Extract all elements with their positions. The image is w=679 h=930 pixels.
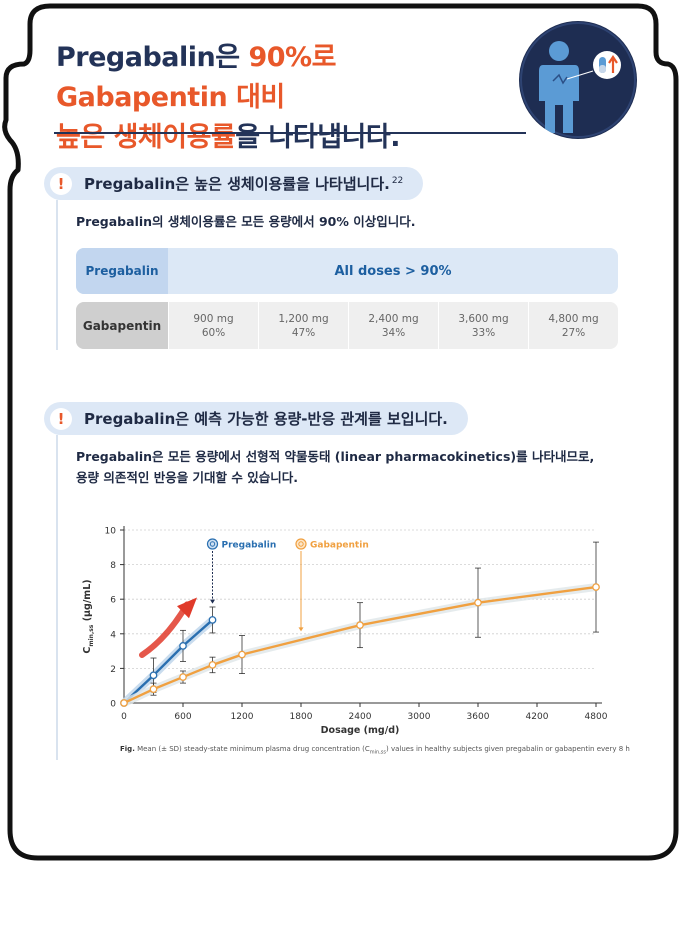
row-value: All doses > 90% <box>334 263 452 279</box>
table-row-gabapentin: Gabapentin 900 mg 60% 1,200 mg 47% 2,400 m… <box>76 302 618 349</box>
legend-pointer-head <box>210 599 215 604</box>
page-title: Pregabalin은 90%로 Gabapentin 대비 높은 생체이용률을… <box>56 38 516 158</box>
title-part: Pregabalin은 <box>56 42 249 73</box>
trend-arrow-icon <box>139 597 197 658</box>
exclamation-icon: ! <box>50 407 72 430</box>
description-text: 를 나타내므로, <box>516 449 595 464</box>
y-axis-label-sub: min,ss <box>88 624 95 646</box>
percent-text: 60% <box>201 326 226 339</box>
data-point <box>149 671 158 680</box>
y-tick-label: 6 <box>110 596 116 606</box>
legend-marker <box>206 538 219 550</box>
x-tick-label: 4200 <box>526 712 549 722</box>
data-point <box>120 699 128 707</box>
x-tick-label: 3600 <box>467 712 490 722</box>
exclamation-icon: ! <box>50 172 72 195</box>
y-axis-label: Cmin,ss (μg/mL) <box>82 579 95 653</box>
data-point <box>474 598 482 607</box>
title-part: 을 나타냅니다. <box>235 122 400 153</box>
table-cell: 900 mg 60% <box>168 302 258 349</box>
x-tick-label: 2400 <box>349 712 372 722</box>
y-tick-label: 2 <box>110 665 116 675</box>
legend-label: Gabapentin <box>310 541 369 551</box>
caption-label: Fig. <box>120 745 135 753</box>
dose-text: 900 mg <box>193 312 234 325</box>
caption-subscript: min,ss <box>369 749 387 756</box>
legend-marker <box>209 541 216 547</box>
dose-text: 2,400 mg <box>368 312 419 325</box>
section-dose-response-heading: ! Pregabalin은 예측 가능한 용량-반응 관계를 보입니다. <box>44 402 468 435</box>
y-axis-label-unit: (μg/mL) <box>82 579 93 624</box>
x-tick-label: 0 <box>121 712 127 722</box>
y-tick-label: 8 <box>110 561 116 571</box>
x-tick-label: 1800 <box>290 712 313 722</box>
title-highlight: 높은 생체이용률 <box>56 122 236 153</box>
row-label: Pregabalin <box>76 248 168 294</box>
percent-text: 47% <box>291 326 316 339</box>
percent-text: 34% <box>381 326 406 339</box>
row-label: Gabapentin <box>76 302 168 349</box>
patient-capsule-icon <box>519 21 637 139</box>
legend-marker <box>295 538 307 550</box>
description-text: 용량 의존적인 반응을 기대할 수 있습니다. <box>76 470 299 485</box>
data-point <box>238 650 246 659</box>
caption-text: Mean (± SD) steady-state minimum plasma … <box>134 745 370 753</box>
x-tick-label: 600 <box>174 712 191 722</box>
data-point <box>149 685 158 694</box>
dose-text: 4,800 mg <box>548 312 599 325</box>
reference-number: 22 <box>391 176 404 186</box>
x-axis-label: Dosage (mg/d) <box>321 725 400 736</box>
caption-text: ) values in healthy subjects given prega… <box>386 745 630 753</box>
section-heading-text: Pregabalin은 예측 가능한 용량-반응 관계를 보입니다. <box>84 410 448 428</box>
legend-label: Pregabalin <box>222 541 277 551</box>
section-rule <box>56 200 58 350</box>
section-subtitle: Pregabalin의 생체이용률은 모든 용량에서 90% 이상입니다. <box>76 214 416 229</box>
data-point <box>356 621 364 630</box>
percent-text: 33% <box>471 326 496 339</box>
legend-gabapentin: Gabapentin <box>295 538 369 632</box>
data-point <box>208 661 217 669</box>
description-text: Pregabalin은 모든 용량에서 <box>76 449 246 464</box>
title-divider <box>54 132 526 134</box>
data-point <box>179 673 187 681</box>
data-point <box>179 642 187 650</box>
title-highlight: 90%로 Gabapentin 대비 <box>56 42 336 113</box>
table-cell: 4,800 mg 27% <box>528 302 618 349</box>
legend-pointer-head <box>298 627 304 632</box>
table-cell: 2,400 mg 34% <box>348 302 438 349</box>
y-tick-label: 4 <box>110 630 116 640</box>
x-tick-label: 1200 <box>231 712 254 722</box>
dose-concentration-chart: 0 2 4 6 8 10 0 600 1200 1800 2400 3000 3600 4200 4800 D… <box>82 526 608 736</box>
series-gabapentin-line <box>123 585 597 705</box>
figure-caption: Fig. Mean (± SD) steady-state minimum pl… <box>120 745 640 755</box>
description-emphasis: 선형적 약물동태 (linear pharmacokinetics) <box>245 449 517 464</box>
series-gabapentin <box>120 541 600 707</box>
table-row-pregabalin: Pregabalin All doses > 90% <box>76 248 618 294</box>
legend-pregabalin: Pregabalin <box>206 538 277 604</box>
series-pregabalin <box>120 606 217 707</box>
dose-text: 1,200 mg <box>278 312 329 325</box>
section-description: Pregabalin은 모든 용량에서 선형적 약물동태 (linear pha… <box>76 446 616 488</box>
table-cell: 1,200 mg 47% <box>258 302 348 349</box>
table-cell: 3,600 mg 33% <box>438 302 528 349</box>
x-tick-label: 3000 <box>408 712 431 722</box>
section-bioavailability-heading: ! Pregabalin은 높은 생체이용률을 나타냅니다. 22 <box>44 167 424 200</box>
x-tick-label: 4800 <box>585 712 608 722</box>
dose-text: 3,600 mg <box>458 312 509 325</box>
data-point <box>592 583 600 591</box>
legend-marker <box>298 541 304 547</box>
section-rule <box>56 435 58 760</box>
section-heading-text: Pregabalin은 높은 생체이용률을 나타냅니다. <box>84 175 390 193</box>
y-tick-label: 0 <box>110 700 116 710</box>
data-point <box>208 616 217 624</box>
y-axis-label-main: C <box>82 647 93 654</box>
y-tick-label: 10 <box>105 527 117 537</box>
trend-arrow-head <box>177 597 197 619</box>
series-pregabalin-line <box>123 619 214 704</box>
percent-text: 27% <box>561 326 586 339</box>
